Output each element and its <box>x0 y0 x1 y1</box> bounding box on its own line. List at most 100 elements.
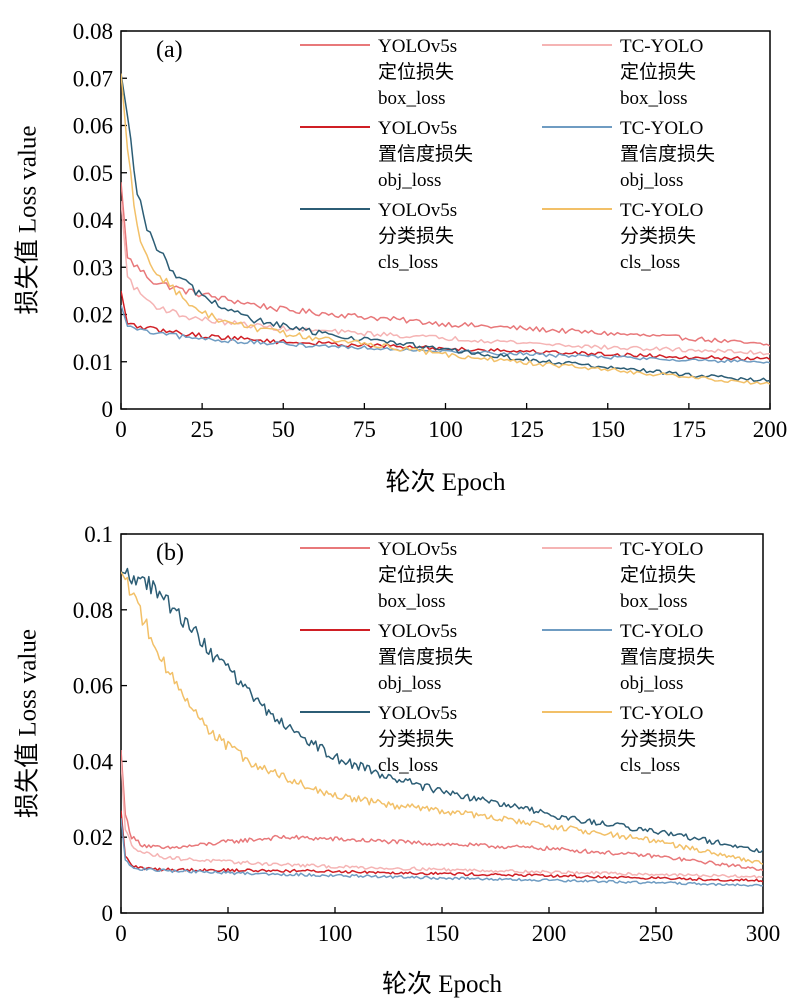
legend-label: 分类损失 <box>620 728 696 750</box>
x-tick-label: 200 <box>532 921 567 946</box>
legend-label: box_loss <box>378 591 446 612</box>
y-tick-label: 0.08 <box>73 598 113 623</box>
y-tick-label: 0 <box>102 397 114 422</box>
y-axis-label: 损失值 Loss value <box>14 629 42 818</box>
y-tick-label: 0 <box>102 901 114 926</box>
legend-entry: YOLOv5s 分类损失 cls_loss <box>300 200 457 273</box>
series-line-tc-box <box>121 201 770 356</box>
legend-entry: TC-YOLO 置信度损失 obj_loss <box>542 621 715 694</box>
legend-label: TC-YOLO <box>620 36 703 57</box>
legend-label: YOLOv5s <box>378 200 457 221</box>
y-tick-label: 0.08 <box>73 19 113 44</box>
legend-label: YOLOv5s <box>378 621 457 642</box>
legend-entry: YOLOv5s 置信度损失 obj_loss <box>300 621 473 694</box>
y-tick-label: 0.02 <box>73 825 113 850</box>
legend-label: TC-YOLO <box>620 539 703 560</box>
x-tick-label: 100 <box>428 417 463 442</box>
x-tick-label: 250 <box>639 921 674 946</box>
chart-panel-b: 0 50 100 150 200 250 300 0 0.02 0.04 0.06 0.08 0.1 轮次… <box>14 522 781 998</box>
series-line-tc-box <box>121 761 763 879</box>
legend-label: TC-YOLO <box>620 118 703 139</box>
legend-label: 分类损失 <box>620 225 696 247</box>
legend-label: YOLOv5s <box>378 36 457 57</box>
y-tick-label: 0.04 <box>73 208 114 233</box>
legend-entry: YOLOv5s 定位损失 box_loss <box>300 36 457 109</box>
series-line-yolo-cls <box>121 567 763 853</box>
y-tick-label: 0.02 <box>73 303 113 328</box>
legend-entry: TC-YOLO 分类损失 cls_loss <box>542 703 703 776</box>
series-line-yolo-box <box>121 182 770 347</box>
legend-label: obj_loss <box>378 673 441 694</box>
legend-label: 置信度损失 <box>378 646 473 668</box>
x-tick-label: 300 <box>746 921 781 946</box>
legend-label: YOLOv5s <box>378 118 457 139</box>
legend-label: box_loss <box>378 88 446 109</box>
x-tick-label: 50 <box>272 417 295 442</box>
legend-entry: YOLOv5s 置信度损失 obj_loss <box>300 118 473 191</box>
x-tick-label: 150 <box>425 921 460 946</box>
y-tick-label: 0.06 <box>73 114 113 139</box>
y-tick-label: 0.03 <box>73 255 113 280</box>
legend-label: cls_loss <box>620 252 680 273</box>
legend-label: 定位损失 <box>620 61 696 83</box>
x-tick-label: 125 <box>509 417 544 442</box>
x-axis-label: 轮次 Epoch <box>385 468 506 496</box>
y-axis-label: 损失值 Loss value <box>14 126 42 315</box>
legend-entry: YOLOv5s 定位损失 box_loss <box>300 539 457 612</box>
x-tick-label: 100 <box>318 921 353 946</box>
series-line-yolo-box <box>121 749 763 872</box>
legend-entry: TC-YOLO 置信度损失 obj_loss <box>542 118 715 191</box>
legend-label: box_loss <box>620 88 688 109</box>
legend-entry: TC-YOLO 分类损失 cls_loss <box>542 200 703 273</box>
x-tick-label: 200 <box>753 417 788 442</box>
x-tick-label: 25 <box>191 417 214 442</box>
series-line-tc-cls <box>121 73 770 385</box>
legend-label: 置信度损失 <box>620 143 715 165</box>
legend-label: cls_loss <box>378 252 438 273</box>
panel-label: (a) <box>156 37 183 63</box>
legend-label: TC-YOLO <box>620 200 703 221</box>
panel-label: (b) <box>156 540 184 566</box>
legend-label: TC-YOLO <box>620 621 703 642</box>
x-tick-label: 175 <box>672 417 707 442</box>
legend-label: 分类损失 <box>378 728 454 750</box>
x-tick-label: 0 <box>115 921 127 946</box>
x-tick-label: 150 <box>591 417 626 442</box>
legend-label: cls_loss <box>378 755 438 776</box>
series-line-tc-obj <box>121 304 770 364</box>
y-tick-label: 0.06 <box>73 674 113 699</box>
series-line-yolo-obj <box>121 810 763 883</box>
legend-label: obj_loss <box>378 170 441 191</box>
legend-label: 定位损失 <box>620 564 696 586</box>
legend-label: 分类损失 <box>378 225 454 247</box>
y-tick-label: 0.05 <box>73 161 113 186</box>
legend-label: TC-YOLO <box>620 703 703 724</box>
chart-panel-a: 0 25 50 75 100 125 150 175 200 0 0.01 0.02 0.03 0.04 0… <box>14 19 788 496</box>
legend-label: obj_loss <box>620 673 683 694</box>
series-line-tc-cls <box>121 571 763 865</box>
legend-entry: TC-YOLO 定位损失 box_loss <box>542 539 703 612</box>
legend-label: cls_loss <box>620 755 680 776</box>
series-lines <box>121 567 763 887</box>
legend-label: 定位损失 <box>378 61 454 83</box>
series-lines <box>121 73 770 385</box>
legend-entry: YOLOv5s 分类损失 cls_loss <box>300 703 457 776</box>
x-tick-label: 75 <box>353 417 376 442</box>
x-tick-label: 50 <box>217 921 240 946</box>
legend-label: box_loss <box>620 591 688 612</box>
y-tick-label: 0.01 <box>73 350 113 375</box>
legend-label: 置信度损失 <box>620 646 715 668</box>
series-line-tc-obj <box>121 818 763 887</box>
y-tick-label: 0.07 <box>73 66 113 91</box>
legend-label: 定位损失 <box>378 564 454 586</box>
y-tick-label: 0.1 <box>84 522 113 547</box>
x-axis-label: 轮次 Epoch <box>382 970 503 998</box>
legend-entry: TC-YOLO 定位损失 box_loss <box>542 36 703 109</box>
y-tick-label: 0.04 <box>73 749 114 774</box>
legend-label: 置信度损失 <box>378 143 473 165</box>
x-tick-label: 0 <box>115 417 127 442</box>
legend-label: YOLOv5s <box>378 539 457 560</box>
legend-label: YOLOv5s <box>378 703 457 724</box>
legend-label: obj_loss <box>620 170 683 191</box>
